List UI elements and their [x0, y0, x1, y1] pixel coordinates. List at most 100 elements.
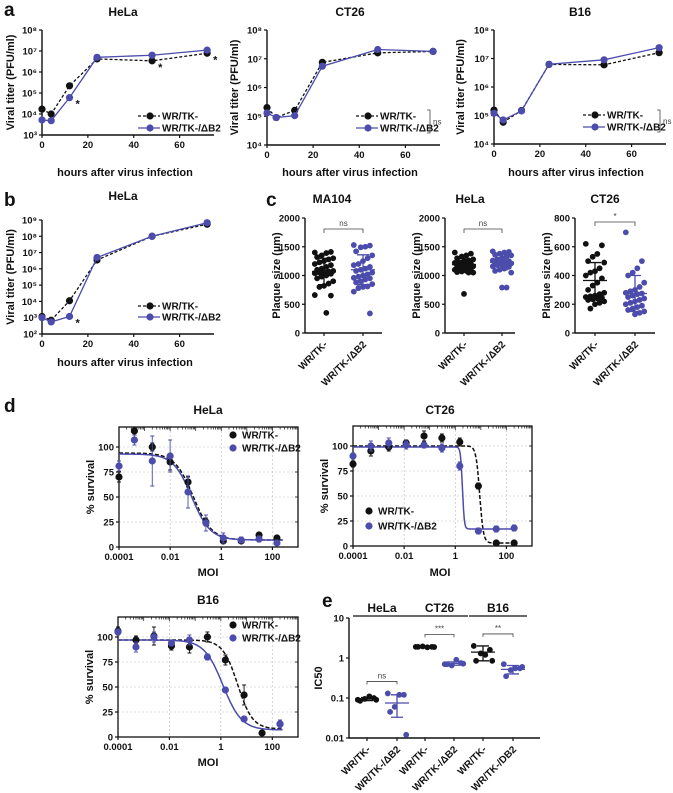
- data-point: [420, 432, 428, 440]
- data-point: [350, 242, 357, 248]
- chart-title: CT26: [335, 5, 365, 19]
- chart-title: HeLa: [108, 5, 138, 19]
- data-point: [276, 720, 284, 728]
- fit-curve: [118, 639, 283, 730]
- significance-label: **: [495, 624, 501, 633]
- y-tick-label: 0: [435, 329, 440, 340]
- legend-marker: [591, 111, 599, 119]
- data-point: [373, 696, 380, 703]
- data-point: [641, 279, 648, 286]
- data-point: [65, 297, 74, 305]
- y-tick-label: 50: [337, 492, 348, 503]
- data-point: [150, 633, 158, 641]
- chart-title: B16: [569, 5, 591, 19]
- data-point: [492, 539, 500, 547]
- data-point: [599, 275, 605, 282]
- data-point: [641, 295, 648, 302]
- data-point: [601, 259, 608, 266]
- y-tick-label: 0.01: [326, 734, 345, 745]
- data-point: [353, 279, 359, 286]
- y-tick-label: 0: [109, 543, 114, 554]
- legend-label: WR/TK-: [162, 302, 198, 313]
- significance-bracket: [323, 228, 364, 233]
- y-tick-label: 10⁴: [22, 297, 38, 308]
- fit-curve: [118, 639, 283, 731]
- fit-curve: [119, 452, 283, 541]
- y-tick-label: 10⁵: [247, 112, 262, 123]
- significance-label: ***: [435, 624, 444, 633]
- data-point: [601, 298, 608, 305]
- legend-marker: [364, 124, 372, 132]
- data-point: [599, 242, 605, 249]
- data-point: [65, 82, 74, 90]
- x-tick-label: 0: [264, 150, 269, 161]
- data-point: [263, 103, 271, 112]
- data-point: [508, 269, 515, 276]
- data-point: [627, 299, 634, 306]
- y-tick-label: 800: [554, 214, 570, 225]
- chart-title: CT26: [425, 403, 455, 417]
- y-tick-label: 10³: [23, 313, 37, 324]
- data-point: [585, 286, 591, 293]
- panel-label-b: b: [4, 190, 16, 211]
- data-point: [622, 301, 629, 308]
- data-point: [318, 252, 325, 259]
- series-line: [41, 52, 208, 115]
- data-point: [600, 61, 608, 69]
- data-point: [38, 314, 46, 322]
- data-point: [323, 272, 330, 279]
- legend-marker: [229, 431, 237, 439]
- data-point: [401, 691, 407, 698]
- data-point: [487, 646, 493, 653]
- y-tick-label: 10: [333, 614, 344, 625]
- chart-c-ma104: c MA104 0 500 1000 1500 2000 Plaque size (µm) WR…: [266, 190, 382, 389]
- chart-a-hela: a HeLa 10³ 10⁴ 10⁵ 10⁶ 10⁷ 10⁸ 0 20 40 60 Viral tite…: [4, 0, 221, 179]
- mean-sd-bar: [442, 661, 466, 666]
- chart-title: MA104: [313, 192, 352, 206]
- data-point: [355, 261, 362, 267]
- legend-label: WR/TK-: [162, 112, 198, 123]
- data-point: [367, 275, 373, 282]
- legend-label: WR/TK-: [242, 431, 278, 442]
- legend-label: WR/TK-: [607, 111, 643, 122]
- data-point: [328, 249, 334, 255]
- x-axis-label: hours after virus infection: [57, 167, 193, 179]
- data-point: [519, 663, 526, 670]
- data-point: [369, 252, 376, 259]
- data-point: [65, 312, 74, 321]
- data-point: [510, 539, 518, 547]
- data-point: [369, 281, 376, 288]
- y-axis-label: Plaque size (µm): [271, 232, 283, 319]
- y-tick-label: 50: [102, 683, 113, 694]
- y-tick-label: 10⁵: [22, 281, 37, 292]
- mean-sd-bar: [583, 261, 607, 300]
- group-label: B16: [487, 601, 509, 615]
- legend-label: WR/TK-/ΔB2: [378, 522, 437, 533]
- data-point: [367, 442, 375, 450]
- data-point: [627, 288, 634, 295]
- y-tick-label: 75: [103, 468, 114, 479]
- category-label: WR/TK-: [297, 339, 330, 372]
- data-point: [490, 109, 498, 117]
- data-point: [355, 285, 362, 292]
- data-point: [353, 248, 359, 255]
- data-point: [323, 309, 330, 316]
- data-point: [350, 288, 357, 295]
- data-point: [473, 657, 479, 664]
- data-point: [629, 292, 636, 299]
- y-axis-label: Plaque size (µm): [411, 232, 423, 319]
- data-point: [634, 291, 641, 298]
- data-point: [353, 268, 359, 274]
- x-tick-label: 1: [218, 742, 224, 753]
- data-point: [349, 452, 357, 460]
- data-point: [318, 273, 325, 280]
- y-tick-label: 10⁷: [475, 54, 490, 65]
- data-point: [456, 462, 464, 470]
- legend-marker: [365, 507, 373, 515]
- data-point: [655, 49, 663, 57]
- chart-title: HeLa: [108, 189, 138, 203]
- data-point: [349, 460, 357, 468]
- data-point: [148, 57, 156, 65]
- data-point: [130, 436, 138, 444]
- x-axis-label: MOI: [198, 757, 219, 769]
